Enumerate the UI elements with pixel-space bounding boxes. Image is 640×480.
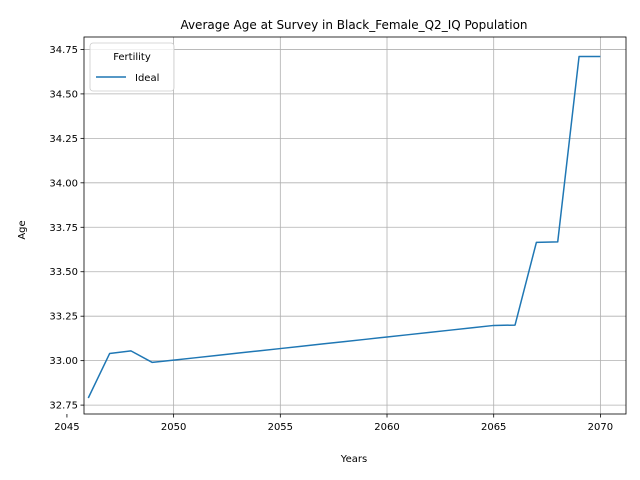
y-tick-label: 32.75 [49,401,78,412]
legend-box [89,42,175,92]
y-tick-label: 33.25 [49,312,78,323]
y-axis-ticks: 32.75 33.00 33.25 33.50 33.75 34.00 34.25 34.50… [49,45,84,412]
x-tick-label: 2050 [161,422,186,433]
chart-title: Average Age at Survey in Black_Female_Q2… [180,18,527,32]
grid-lines [84,37,626,414]
series-lines [87,55,601,399]
plot-frame [83,36,627,415]
y-tick-label: 33.50 [49,267,78,278]
legend: Fertility Ideal [89,42,175,92]
series-line-ideal [87,55,601,399]
x-tick-label: 2060 [374,422,399,433]
legend-entry-ideal: Ideal [135,73,159,84]
x-tick-label: 2045 [54,422,79,433]
y-tick-label: 34.00 [49,178,78,189]
y-tick-label: 34.25 [49,134,78,145]
y-tick-label: 34.75 [49,45,78,56]
x-tick-label: 2065 [481,422,506,433]
y-tick-label: 34.50 [49,89,78,100]
x-tick-label: 2070 [588,422,613,433]
y-tick-label: 33.00 [49,356,78,367]
x-tick-label: 2055 [268,422,293,433]
x-axis-ticks: 2045 2050 2055 2060 2065 2070 [54,414,613,433]
x-axis-label: Years [340,454,367,465]
legend-title: Fertility [113,52,151,63]
y-axis-label: Age [17,220,28,239]
y-tick-label: 33.75 [49,223,78,234]
